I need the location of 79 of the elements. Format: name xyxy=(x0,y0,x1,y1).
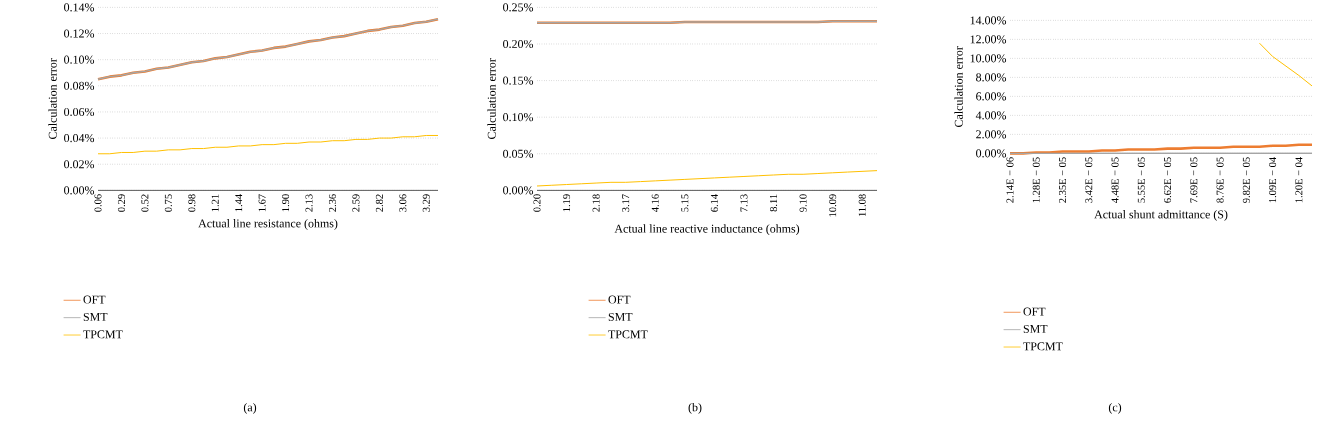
x-tick-label: 6.14 xyxy=(710,193,718,212)
x-tick-label: 3.06 xyxy=(399,194,407,212)
x-tick-label: 7.13 xyxy=(740,194,748,212)
legend-label: TPCMT xyxy=(1023,342,1063,351)
legend-label: TPCMT xyxy=(83,330,123,339)
x-tick-label: 1.90 xyxy=(282,194,290,212)
x-tick-label: 3.17 xyxy=(622,194,630,212)
x-tick-label: 4.48E − 05 xyxy=(1111,157,1119,203)
x-tick-label: 1.67 xyxy=(258,194,266,212)
x-tick-label: 1.44 xyxy=(235,193,243,212)
x-tick-label: 2.36 xyxy=(328,194,337,212)
y-tick-label: 0.00% xyxy=(976,149,1007,158)
x-tick-label: 4.16 xyxy=(651,194,659,212)
x-tick-label: 2.13 xyxy=(305,194,313,212)
y-tick-label: 2.00% xyxy=(976,130,1007,139)
x-tick-label: 7.69E − 05 xyxy=(1190,157,1198,203)
y-tick-label: 0.12% xyxy=(64,29,95,38)
legend-label: OFT xyxy=(1023,307,1046,316)
y-tick-label: 0.25% xyxy=(503,3,534,12)
x-tick-label: 1.09E − 04 xyxy=(1269,156,1277,203)
y-tick-label: 4.00% xyxy=(975,111,1007,120)
y-axis-title: Calculation error xyxy=(48,58,57,139)
x-tick-label: 2.35E − 05 xyxy=(1058,157,1067,203)
legend-label: SMT xyxy=(83,312,108,321)
x-tick-label: 11.08 xyxy=(858,194,866,216)
x-tick-label: 5.55E − 05 xyxy=(1137,157,1145,203)
x-tick-label: 2.14E − 06 xyxy=(1006,157,1014,203)
y-axis-title: Calculation error xyxy=(487,58,496,139)
y-tick-label: 0.15% xyxy=(503,76,534,85)
x-tick-label: 1.28E − 05 xyxy=(1032,157,1040,203)
y-tick-label: 0.04% xyxy=(64,133,95,142)
text: (b) xyxy=(688,402,702,414)
y-tick-label: 0.05% xyxy=(503,149,534,158)
x-tick-label: 8.11 xyxy=(769,194,778,212)
text: (a) xyxy=(243,402,257,414)
x-tick-label: 1.20E − 04 xyxy=(1295,156,1303,203)
y-axis-title: Calculation error xyxy=(954,46,963,127)
legend-label: OFT xyxy=(83,295,106,304)
y-tick-label: 10.00% xyxy=(970,54,1007,63)
x-tick-label: 1.21 xyxy=(211,194,219,212)
y-tick-label: 12.00% xyxy=(970,35,1007,44)
y-tick-label: 0.14% xyxy=(64,3,95,12)
y-tick-label: 0.06% xyxy=(64,107,95,116)
legend-label: OFT xyxy=(608,295,631,304)
x-tick-label: 2.59 xyxy=(352,194,360,212)
text: (c) xyxy=(1108,402,1122,414)
y-tick-label: 0.00% xyxy=(64,186,95,195)
x-tick-label: 8.76E − 05 xyxy=(1216,157,1224,203)
x-tick-label: 0.29 xyxy=(117,194,125,212)
y-tick-label: 0.20% xyxy=(503,39,534,48)
x-tick-label: 3.29 xyxy=(422,194,430,212)
legend-label: TPCMT xyxy=(608,330,648,339)
x-tick-label: 6.62E − 05 xyxy=(1164,157,1172,203)
x-tick-label: 2.82 xyxy=(375,194,383,212)
y-tick-label: 8.00% xyxy=(976,73,1007,82)
x-tick-label: 2.18 xyxy=(592,194,600,212)
legend-label: SMT xyxy=(608,312,633,321)
x-tick-label: 9.82E − 05 xyxy=(1242,157,1250,203)
x-axis-title: Actual line resistance (ohms) xyxy=(198,218,338,230)
legend-label: SMT xyxy=(1023,324,1048,333)
x-tick-label: 9.10 xyxy=(799,194,807,212)
x-tick-label: 10.09 xyxy=(829,194,837,217)
x-tick-label: 0.75 xyxy=(164,194,172,212)
y-tick-label: 0.02% xyxy=(64,159,95,169)
x-tick-label: 3.42E − 05 xyxy=(1085,157,1093,203)
y-tick-label: 14.00% xyxy=(970,16,1007,25)
x-axis-title: Actual line reactive inductance (ohms) xyxy=(614,224,800,235)
y-tick-label: 0.00% xyxy=(503,186,534,195)
x-tick-label: 0.52 xyxy=(141,194,149,212)
x-axis-title: Actual shunt admittance (S) xyxy=(1094,209,1228,221)
y-tick-label: 0.10% xyxy=(64,55,95,64)
x-tick-label: 0.20 xyxy=(533,194,541,212)
y-tick-label: 0.08% xyxy=(64,81,95,90)
x-tick-label: 1.19 xyxy=(563,194,571,212)
x-tick-label: 0.06 xyxy=(94,194,102,212)
y-tick-label: 6.00% xyxy=(976,92,1007,101)
y-tick-label: 0.10% xyxy=(503,112,534,122)
x-tick-label: 5.15 xyxy=(681,194,689,212)
x-tick-label: 0.98 xyxy=(188,194,196,212)
